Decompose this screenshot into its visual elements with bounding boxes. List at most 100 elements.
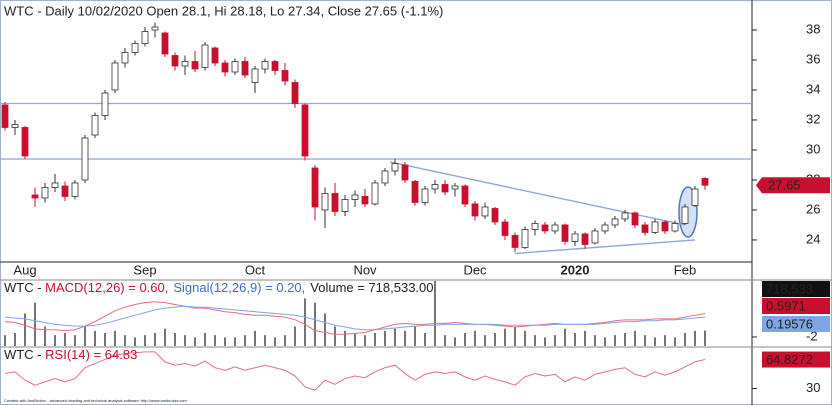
- candle-body: [281, 70, 289, 82]
- candle-body: [51, 182, 59, 188]
- candle-body: [491, 208, 499, 223]
- candle-body: [671, 223, 679, 232]
- candle-body: [331, 193, 339, 212]
- y-tick-label: 30: [806, 141, 820, 156]
- candle-body: [221, 62, 229, 73]
- candle-body: [641, 224, 649, 233]
- candle-body: [481, 206, 489, 217]
- candle-body: [151, 26, 159, 31]
- price-marker: [756, 177, 830, 194]
- candle-body: [441, 184, 449, 193]
- candle-body: [191, 61, 199, 70]
- candle-body: [651, 221, 659, 233]
- candle-body: [201, 44, 209, 68]
- candle-body: [351, 194, 359, 200]
- candle-body: [621, 212, 629, 220]
- y-tick-label: 36: [806, 51, 820, 66]
- candle-body: [141, 31, 149, 44]
- price-marker-label: 27.65: [768, 178, 801, 193]
- x-tick-label: Nov: [353, 262, 377, 277]
- candle-body: [71, 182, 79, 197]
- candle-body: [161, 32, 169, 55]
- candle-body: [511, 235, 519, 248]
- value-box: [762, 316, 830, 332]
- title-part: WTC -: [4, 347, 45, 362]
- candle-body: [551, 224, 559, 232]
- candle-body: [291, 82, 299, 104]
- candle-body: [61, 185, 69, 197]
- value-box-label: 0.5971: [766, 298, 806, 313]
- candle-body: [611, 218, 619, 226]
- candle-body: [91, 115, 99, 136]
- value-box: [762, 298, 830, 314]
- candle-body: [431, 184, 439, 190]
- title-part: Signal(12,26,9) = 0.20,: [173, 280, 305, 295]
- y-tick-label: 32: [806, 111, 820, 126]
- indicator-line: [4, 305, 706, 331]
- x-tick-label: Oct: [245, 262, 266, 277]
- trend-line: [514, 239, 696, 255]
- candle-body: [681, 206, 689, 224]
- candle-body: [41, 187, 49, 199]
- candle-body: [241, 61, 249, 76]
- candle-body: [111, 62, 119, 91]
- candle-body: [81, 137, 89, 181]
- candle-body: [381, 170, 389, 184]
- title-part: Volume = 718,533.00: [310, 280, 433, 295]
- candle-body: [601, 224, 609, 232]
- x-tick-label: Aug: [13, 262, 36, 277]
- candle-body: [121, 52, 129, 64]
- candle-body: [301, 104, 309, 157]
- candle-body: [691, 188, 699, 206]
- candle-body: [231, 61, 239, 73]
- candle-body: [181, 61, 189, 67]
- x-tick-label: Sep: [133, 262, 156, 277]
- value-box-label: 0.19576: [766, 316, 813, 331]
- title-part: MACD(12,26) = 0.60,: [45, 280, 168, 295]
- value-box-label: 718,533: [766, 281, 813, 296]
- candle-body: [461, 185, 469, 205]
- candle-body: [31, 194, 39, 199]
- candle-body: [341, 199, 349, 212]
- candle-body: [451, 185, 459, 190]
- x-tick-label: Feb: [674, 262, 696, 277]
- value-box: [762, 281, 830, 297]
- candle-body: [271, 61, 279, 71]
- footer: Created with AmiBroker - advanced charti…: [4, 398, 187, 403]
- candle-body: [631, 212, 639, 226]
- candle-body: [391, 163, 399, 172]
- value-box-label: 64.8272: [766, 352, 813, 367]
- candle-body: [531, 223, 539, 230]
- candle-body: [411, 181, 419, 203]
- candle-body: [1, 104, 9, 128]
- y-tick-label: 30: [806, 380, 820, 395]
- x-tick-label: Dec: [463, 262, 487, 277]
- candle-body: [171, 55, 179, 67]
- title-part: RSI(14) = 64.83: [45, 347, 137, 362]
- candle-body: [251, 68, 259, 83]
- chart-title: WTC - Daily 10/02/2020 Open 28.1, Hi 28.…: [4, 3, 443, 18]
- candle-body: [361, 196, 369, 205]
- candle-body: [321, 193, 329, 211]
- x-tick-label: 2020: [561, 262, 590, 277]
- y-tick-label: 34: [806, 81, 820, 96]
- candle-body: [101, 92, 109, 116]
- title-part: WTC -: [4, 280, 45, 295]
- pane-title: WTC - RSI(14) = 64.83: [4, 347, 137, 362]
- candle-body: [21, 127, 29, 157]
- candle-body: [661, 221, 669, 232]
- rsi-line: [4, 351, 706, 391]
- candle-body: [571, 233, 579, 242]
- y-tick-label: 24: [806, 231, 820, 246]
- candle-body: [371, 182, 379, 205]
- candle-body: [591, 230, 599, 244]
- pane-title: WTC - MACD(12,26) = 0.60, Signal(12,26,9)…: [4, 280, 434, 295]
- candle-body: [211, 47, 219, 64]
- y-tick-label: 38: [806, 21, 820, 36]
- candle-body: [541, 224, 549, 232]
- candle-body: [501, 221, 509, 236]
- candle-body: [581, 233, 589, 245]
- y-tick-label: 26: [806, 201, 820, 216]
- candle-body: [311, 167, 319, 208]
